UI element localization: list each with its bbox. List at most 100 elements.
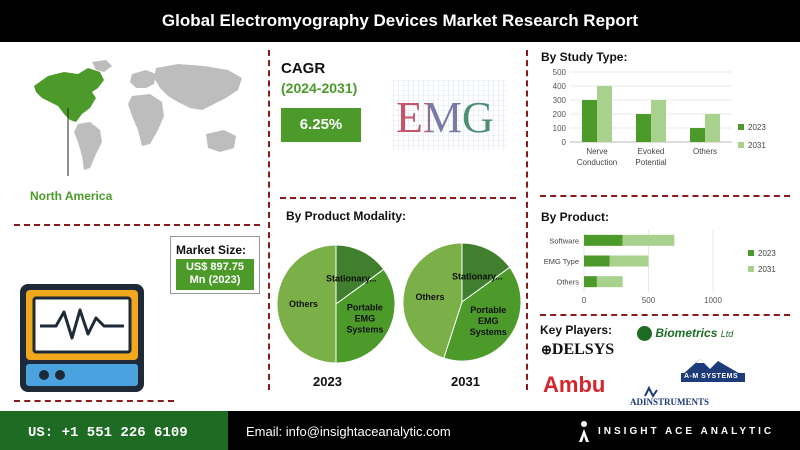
biometrics-name: Biometrics [655, 326, 718, 340]
emg-letters: EMG [396, 93, 494, 142]
x-category-label: Nerve [586, 147, 608, 156]
x-category-label: Others [693, 147, 717, 156]
y-category-label: Software [549, 236, 579, 245]
am-systems-mountain-icon [682, 359, 742, 375]
region-label: North America [30, 189, 113, 203]
bar-2031-2 [596, 276, 623, 288]
key-players-title: Key Players: [540, 323, 613, 337]
y-tick-label: 300 [553, 96, 567, 105]
bar-2023-1 [584, 255, 610, 267]
market-size-value: US$ 897.75 Mn (2023) [176, 259, 254, 290]
legend-label-2031: 2031 [758, 265, 776, 274]
world-map-icon [34, 60, 242, 176]
bar-2031-0 [622, 234, 675, 246]
bar-2023-2 [690, 128, 705, 142]
legend-label-2023: 2023 [748, 123, 766, 132]
biometrics-logo: Biometrics Ltd [637, 326, 734, 342]
legend-swatch-2031 [738, 142, 744, 148]
x-category-label: Potential [635, 158, 666, 167]
divider-right [526, 50, 528, 390]
footer-email[interactable]: Email: info@insightaceanalytic.com [246, 424, 451, 439]
pie-label-others: Others [415, 292, 444, 302]
delsys-logo: ⊕DELSYS [541, 341, 614, 359]
legend-swatch-2031 [748, 266, 754, 272]
pie-label-stationary: Stationary... [326, 274, 377, 284]
am-systems-bar [681, 373, 745, 382]
product-modality-title: By Product Modality: [286, 209, 407, 223]
bar-2031-1 [651, 100, 666, 142]
cagr-value: 6.25% [281, 108, 361, 142]
by-product-title: By Product: [541, 210, 610, 224]
x-category-label: Evoked [638, 147, 665, 156]
study-type-chart: 500 400 300 200 100 0 Nerve Conduction Evoked Pot… [553, 68, 767, 167]
brand-logo-icon [579, 421, 589, 442]
market-size-value-line2: Mn (2023) [189, 274, 241, 286]
by-product-chart: 0 500 1000 Software EMG Type Others 2023 2031 [544, 230, 776, 305]
delsys-mark-icon: ⊕ [541, 342, 552, 357]
legend-label-2031: 2031 [748, 141, 766, 150]
bar-2023-2 [584, 276, 597, 288]
header-bar [0, 0, 800, 42]
x-tick-label: 1000 [704, 296, 722, 305]
adinstruments-name: ADINSTRUMENTS [630, 397, 710, 407]
delsys-name: DELSYS [551, 341, 615, 358]
biometrics-globe-icon [637, 326, 652, 342]
x-tick-label: 500 [642, 296, 656, 305]
footer-phone[interactable]: US: +1 551 226 6109 [28, 425, 188, 441]
bar-2031-2 [705, 114, 720, 142]
pie-label-portable: EMG [355, 314, 376, 324]
study-type-title: By Study Type: [541, 50, 628, 64]
cagr-title: CAGR [281, 60, 326, 77]
am-systems-name: A-M SYSTEMS [684, 373, 739, 380]
bar-2023-1 [636, 114, 651, 142]
pie-label-stationary: Stationary... [452, 272, 503, 282]
legend-swatch-2023 [748, 250, 754, 256]
pie-label-portable: EMG [478, 316, 499, 326]
pie-label-portable: Portable [470, 305, 506, 315]
y-tick-label: 400 [553, 82, 567, 91]
bar-2031-0 [597, 86, 612, 142]
pie-year-2031: 2031 [451, 374, 480, 389]
footer-contact-panel [228, 411, 800, 450]
pie-year-2023: 2023 [313, 374, 342, 389]
ambu-logo: Ambu [543, 372, 606, 397]
bar-2031-1 [609, 255, 649, 267]
pie-label-portable: Systems [470, 327, 507, 337]
x-tick-label: 0 [582, 296, 587, 305]
legend-label-2023: 2023 [758, 249, 776, 258]
y-tick-label: 500 [553, 68, 567, 77]
footer-brand: INSIGHT ACE ANALYTIC [598, 426, 775, 437]
pie-slice-1 [443, 266, 522, 362]
market-size-value-line1: US$ 897.75 [185, 261, 245, 273]
pie-slice-1 [335, 268, 396, 364]
bar-2023-0 [584, 234, 623, 246]
y-category-label: Others [556, 278, 579, 287]
pie-label-portable: Portable [347, 303, 383, 313]
y-category-label: EMG Type [544, 257, 579, 266]
pie-slice-2 [276, 244, 337, 364]
pie-slice-0 [335, 244, 385, 305]
emg-monitor-icon [20, 284, 144, 392]
legend-swatch-2023 [738, 124, 744, 130]
y-tick-label: 200 [553, 110, 567, 119]
cagr-period: (2024-2031) [281, 80, 358, 96]
pie-label-portable: Systems [346, 325, 383, 335]
pie-slice-2 [402, 242, 463, 359]
y-tick-label: 0 [562, 138, 567, 147]
divider-left [268, 50, 270, 390]
biometrics-suffix: Ltd [720, 329, 734, 339]
pie-slice-0 [461, 242, 511, 303]
footer-phone-panel [0, 411, 228, 450]
x-category-label: Conduction [577, 158, 617, 167]
emg-grid-logo [393, 80, 507, 150]
divider-product [540, 314, 790, 316]
bar-2023-0 [582, 100, 597, 142]
page-title: Global Electromyography Devices Market R… [161, 11, 639, 30]
y-tick-label: 100 [553, 124, 567, 133]
emg-logo-text: EMG [396, 92, 494, 143]
divider-bottom-left [14, 400, 174, 402]
adinstruments-wave-icon [644, 386, 658, 398]
divider-study [540, 195, 790, 197]
